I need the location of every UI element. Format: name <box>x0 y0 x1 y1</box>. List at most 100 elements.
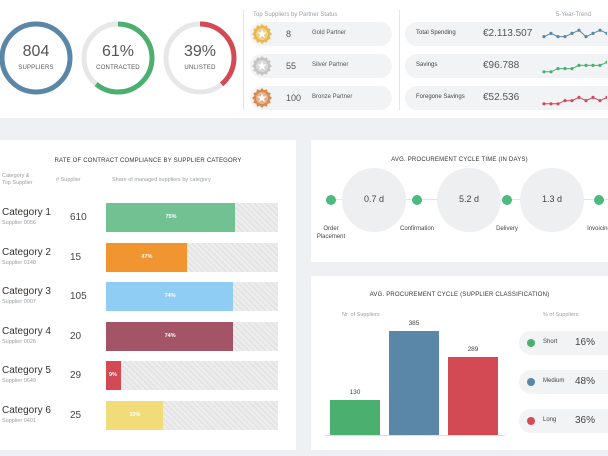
sparkline-point <box>577 28 581 32</box>
classification-label: Short <box>543 339 558 345</box>
partner-row[interactable]: 100 Bronze Partner <box>250 86 392 110</box>
classification-row[interactable]: Medium 48% <box>519 370 608 394</box>
sparkline-point <box>570 99 574 103</box>
classification-bar[interactable] <box>330 399 380 435</box>
compliance-bar-fill[interactable] <box>106 400 163 430</box>
sparkline-point <box>549 102 553 106</box>
cycle-stage-dot <box>594 195 604 205</box>
category-supplier-count: 105 <box>70 291 87 302</box>
col-share: Share of managed suppliers by category <box>112 177 211 183</box>
sparkline-point <box>556 35 560 39</box>
compliance-bar-fill[interactable] <box>106 242 187 272</box>
partner-label: Bronze Partner <box>312 94 353 100</box>
compliance-bar-track: 47% <box>106 242 278 272</box>
finance-row[interactable]: Savings €96.788 <box>405 54 608 78</box>
sparkline-point <box>605 60 607 64</box>
finance-label: Savings <box>416 62 438 68</box>
trend-sparkline <box>542 95 607 106</box>
sparkline-point <box>556 102 560 106</box>
category-top-supplier: Supplier 0007 <box>2 299 36 305</box>
classification-bar-value: 385 <box>408 320 420 328</box>
cycle-time-title: AVG. PROCUREMENT CYCLE TIME (IN DAYS) <box>391 157 528 163</box>
category-supplier-count: 29 <box>70 370 82 381</box>
sparkline-point <box>563 99 567 103</box>
sparkline-point <box>605 31 607 35</box>
ring-progress <box>81 21 155 95</box>
compliance-bar-fill[interactable] <box>106 361 122 390</box>
partner-row[interactable]: 55 Silver Partner <box>250 54 392 78</box>
sparkline-point <box>542 70 546 74</box>
sparkline-line <box>544 96 607 105</box>
compliance-bar-fill[interactable] <box>106 321 234 351</box>
classification-bar[interactable] <box>448 356 498 435</box>
cycle-duration-value: 1.3 d <box>541 194 563 204</box>
classification-bar-value: 130 <box>349 388 361 396</box>
col-supplier-count: # Supplier <box>56 177 81 183</box>
finance-value: €52.536 <box>483 92 520 103</box>
category-supplier-count: 15 <box>70 251 82 263</box>
classification-bar-value: 289 <box>467 345 479 353</box>
classification-pct: 36% <box>575 415 596 426</box>
finance-value: €96.788 <box>483 60 520 71</box>
cycle-duration-circle: 1.3 d <box>520 168 584 232</box>
sparkline-point <box>577 63 581 67</box>
sparkline-point <box>591 95 595 99</box>
partner-count: 8 <box>286 29 292 39</box>
finance-row[interactable]: Total Spending €2.113.507 <box>405 22 608 46</box>
ring-gauge <box>0 21 73 95</box>
kpi-value: 61% <box>101 43 135 60</box>
finance-label: Foregone Savings <box>416 94 465 100</box>
kpi-ring-suppliers: 804 SUPPLIERS <box>0 20 74 96</box>
cycle-stage-label: Order Placement <box>316 226 346 240</box>
kpi-value: 804 <box>22 43 50 60</box>
finance-label: Total Spending <box>416 30 456 36</box>
cycle-stage-label: Invoicing <box>587 226 608 232</box>
sparkline-point <box>542 102 546 106</box>
classification-row[interactable]: Long 36% <box>519 409 608 433</box>
compliance-bar-label: 33% <box>129 411 141 418</box>
legend-dot <box>527 378 535 386</box>
sparkline-point <box>563 67 567 71</box>
classification-bar[interactable] <box>389 331 439 435</box>
partner-label: Silver Partner <box>312 62 349 68</box>
category-supplier-count: 610 <box>70 212 87 223</box>
sparkline-point <box>584 99 588 103</box>
category-name: Category 2 <box>2 246 51 258</box>
sparkline-point <box>570 67 574 71</box>
compliance-bar-fill[interactable] <box>106 203 235 232</box>
partner-row[interactable]: 8 Gold Partner <box>250 22 392 46</box>
compliance-bar-track: 74% <box>106 282 278 311</box>
sparkline-point <box>577 95 581 99</box>
sparkline-point <box>598 99 602 103</box>
classification-row[interactable]: Short 16% <box>519 331 608 355</box>
finance-row[interactable]: Foregone Savings €52.536 <box>405 86 608 110</box>
cycle-stage-dot <box>326 195 336 205</box>
compliance-bar-track: 33% <box>106 400 278 430</box>
sparkline-point <box>556 67 560 71</box>
compliance-bar-label: 9% <box>109 372 117 378</box>
compliance-bar-track: 74% <box>106 321 278 351</box>
kpi-value: 39% <box>183 43 217 60</box>
category-top-supplier: Supplier 0401 <box>2 417 36 424</box>
cycle-stage-label: Delivery <box>496 226 518 232</box>
sparkline-point <box>598 28 602 32</box>
category-name: Category 4 <box>2 325 51 337</box>
compliance-bar-track: 75% <box>106 203 278 232</box>
cycle-duration-value: 5.2 d <box>458 194 480 204</box>
trend-sparkline <box>542 28 607 39</box>
trend-title: 5-Year-Trend <box>556 12 591 18</box>
category-name: Category 6 <box>2 404 51 416</box>
compliance-bar-track: 9% <box>106 361 278 390</box>
ring-gauge <box>163 21 237 95</box>
category-top-supplier: Supplier 0148 <box>2 259 36 266</box>
sparkline-line <box>543 29 607 38</box>
kpi-ring-unlisted: 39% UNLISTED <box>162 20 238 96</box>
sparkline-point <box>542 35 546 39</box>
classification-pct: 48% <box>575 376 596 387</box>
classification-label: Long <box>543 417 557 423</box>
cycle-duration-circle: 5.2 d <box>437 168 501 232</box>
sparkline-point <box>605 95 607 99</box>
divider <box>399 10 400 110</box>
compliance-bar-fill[interactable] <box>106 282 234 311</box>
sparkline-point <box>549 31 553 35</box>
